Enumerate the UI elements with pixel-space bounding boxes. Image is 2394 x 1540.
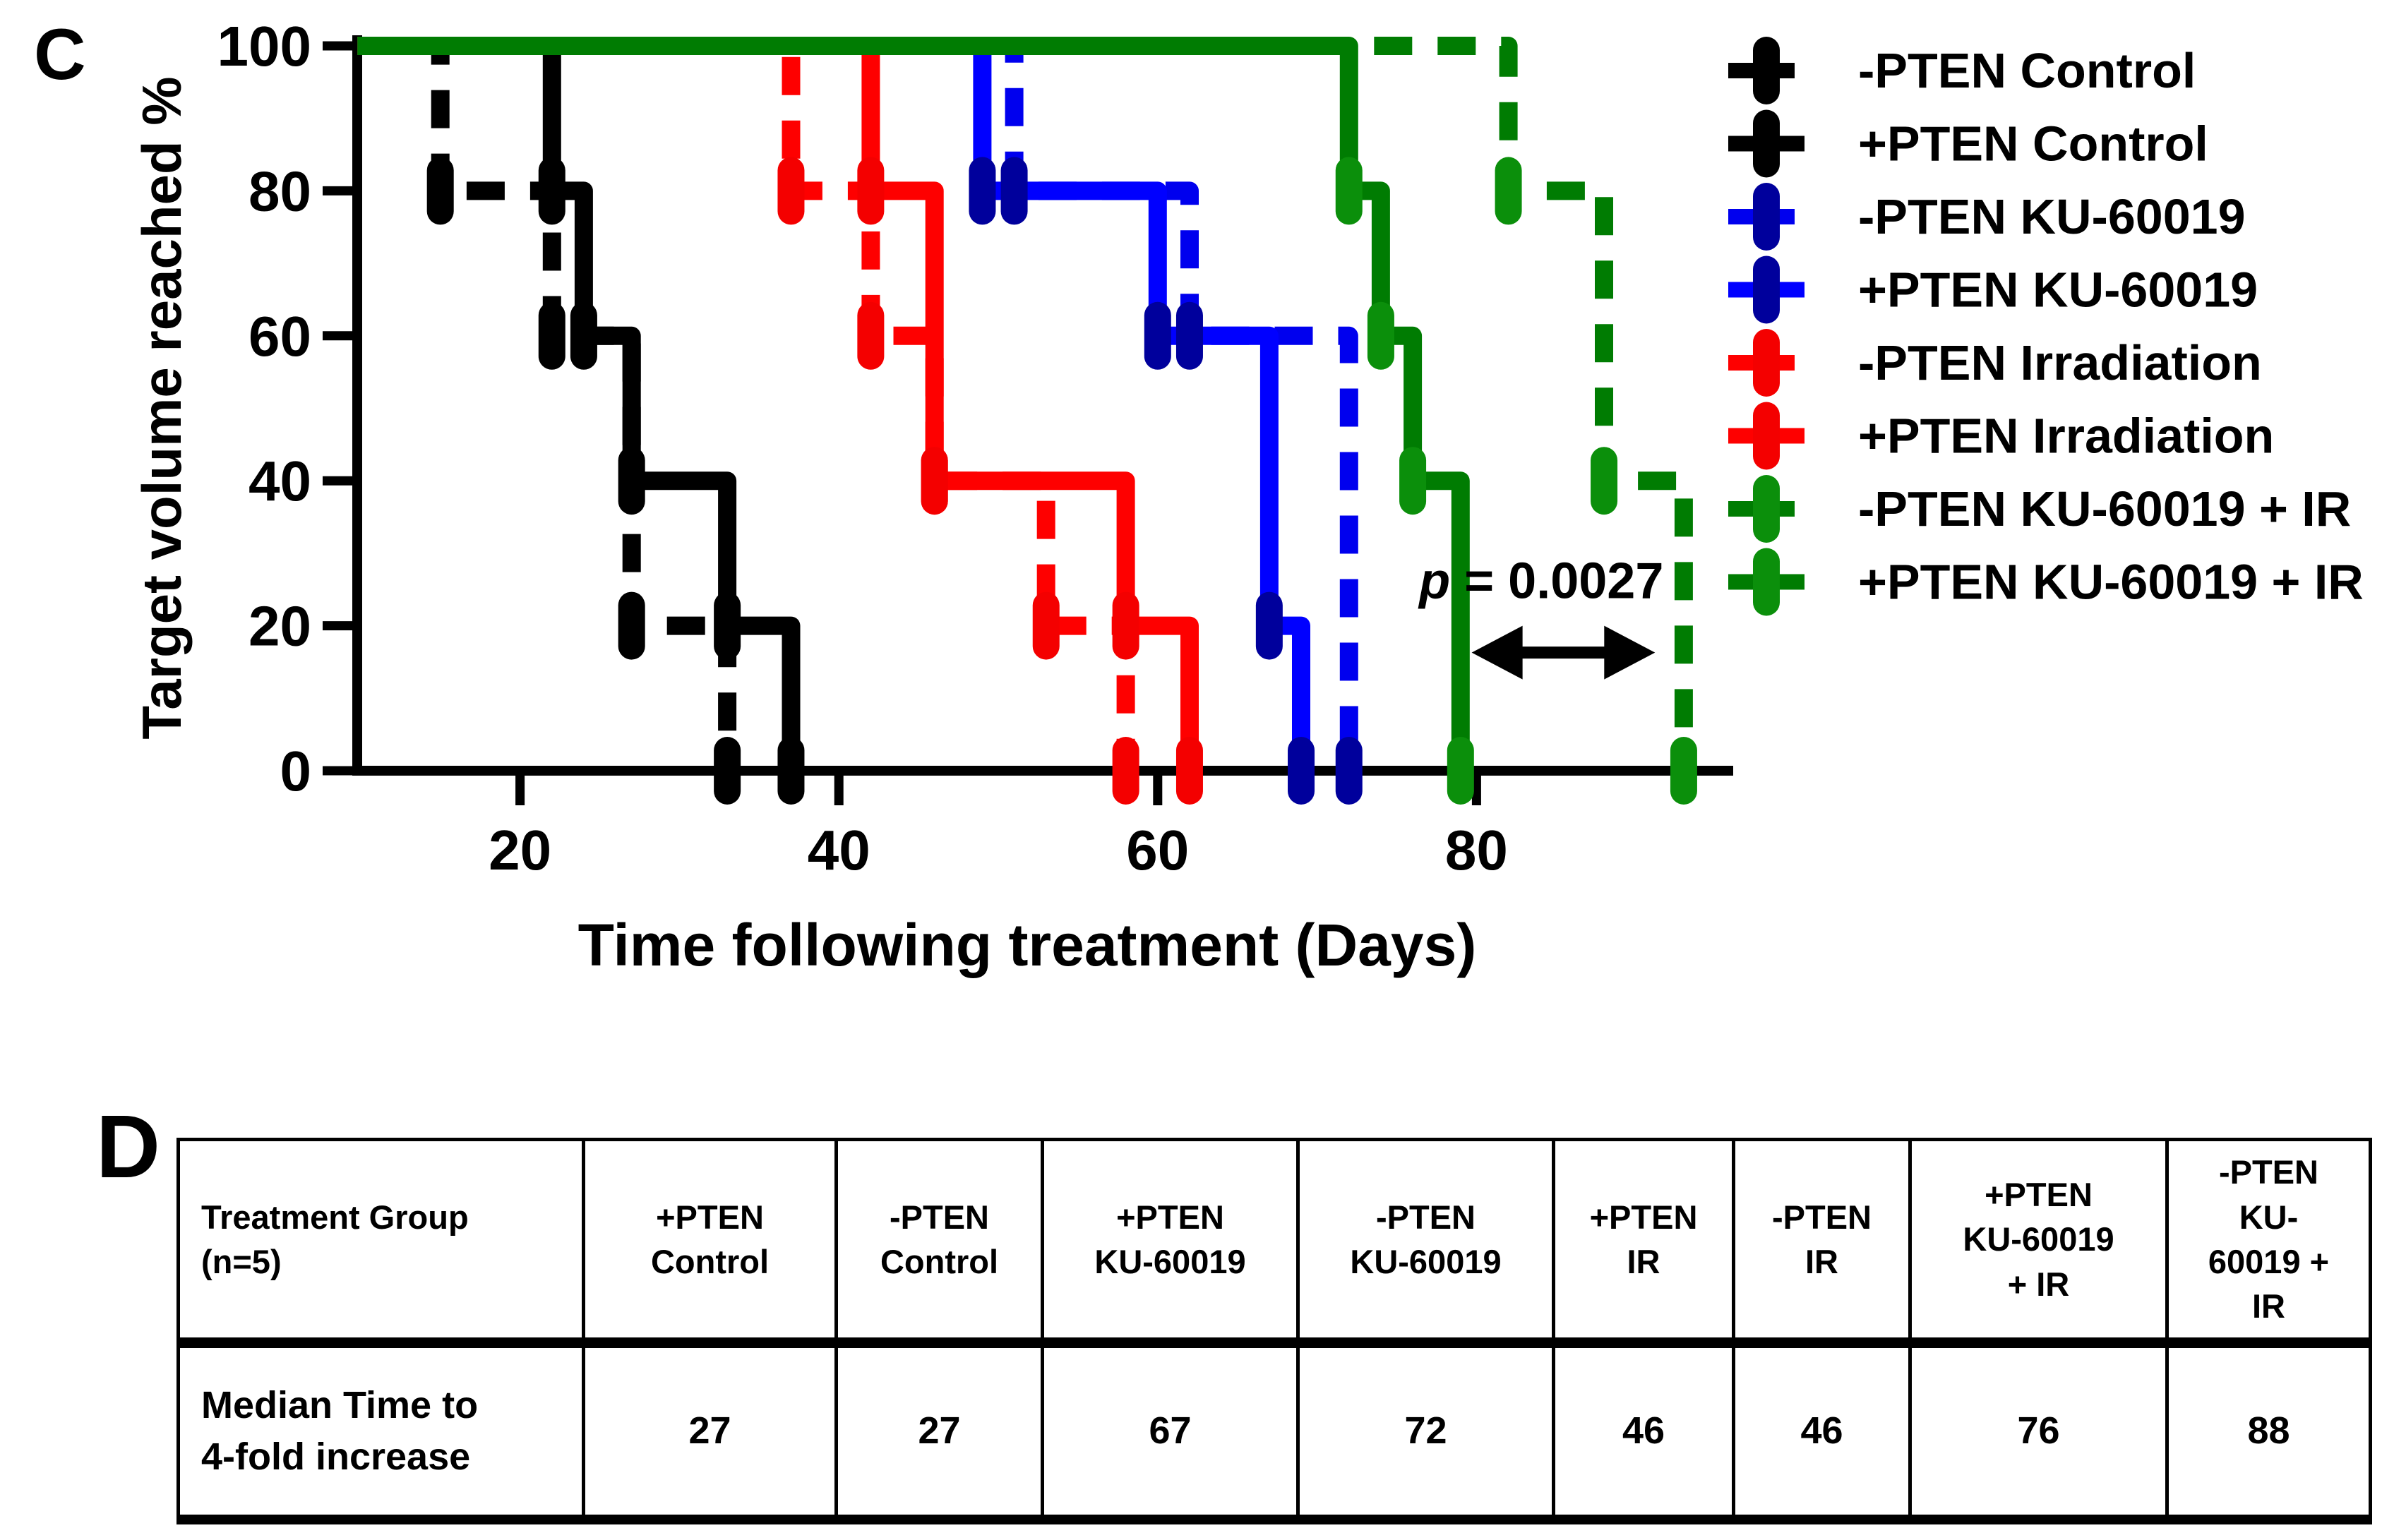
p-value-text: p = 0.0027 [1418,553,1663,610]
table-header-cell: -PTEN KU-60019 [1296,1138,1555,1348]
panel-d-label: D [96,1097,160,1196]
x-tick-label: 60 [1126,819,1189,882]
arrow-head-right-icon [1604,625,1656,680]
table-header-cell: +PTEN Control [582,1138,838,1348]
x-tick-label: 20 [489,819,551,882]
legend-label: +PTEN Control [1858,116,2208,172]
legend-item: -PTEN KU-60019 [1728,183,2246,251]
table-value-cell: 46 [1732,1341,1912,1524]
series-line--pten-ku-60019-+-ir [357,37,1693,771]
table-row-label: Median Time to 4-fold increase [176,1341,585,1524]
table-header-cell: -PTEN KU- 60019 + IR [2165,1138,2372,1348]
y-axis-title: Target volume reached % [131,76,193,739]
table-header-group: Treatment Group (n=5) [176,1138,585,1348]
series-line-+pten-control [357,37,801,771]
series-line-+pten-ku-60019 [357,37,1310,771]
table-header-cell: +PTEN KU-60019 [1041,1138,1300,1348]
median-time-table: Treatment Group (n=5) +PTEN Control -PTEN Con… [176,1138,2372,1524]
legend-item: +PTEN Control [1728,109,2208,178]
legend-label: +PTEN KU-60019 + IR [1858,555,2364,610]
y-tick-label: 20 [249,595,311,658]
legend-item: -PTEN Irradiation [1728,329,2262,397]
legend-label: -PTEN KU-60019 [1858,189,2246,244]
legend-item: +PTEN Irradiation [1728,402,2274,470]
table-value-cell: 72 [1296,1341,1555,1524]
table-header-cell: +PTEN KU-60019 + IR [1908,1138,2169,1348]
legend-label: +PTEN Irradiation [1858,409,2274,464]
y-tick-label: 80 [249,160,311,222]
legend-item: -PTEN KU-60019 + IR [1728,475,2351,543]
table-header-cell: +PTEN IR [1552,1138,1735,1348]
table-value-cell: 46 [1552,1341,1735,1524]
table-value-cell: 67 [1041,1341,1300,1524]
x-tick-label: 40 [808,819,870,882]
series-line--pten-control [357,37,737,771]
legend-label: -PTEN KU-60019 + IR [1858,481,2351,536]
panel-c-label: C [34,14,86,95]
legend-label: -PTEN Irradiation [1858,335,2262,390]
table-value-cell: 76 [1908,1341,2169,1524]
series-line--pten-ku-60019 [357,37,1358,771]
series-line--pten-irradiation [357,37,1135,771]
y-tick-label: 40 [249,450,311,512]
table-header-cell: -PTEN Control [834,1138,1044,1348]
survival-chart: 0 20 40 60 80 100 20 40 60 80 Target volume reache… [131,15,2364,978]
y-tick-label: 100 [217,15,311,78]
x-tick-label: 80 [1445,819,1508,882]
legend-item: +PTEN KU-60019 [1728,255,2258,324]
table-value-cell: 88 [2165,1341,2372,1524]
arrow-head-left-icon [1471,625,1523,680]
median-table-wrap: Treatment Group (n=5) +PTEN Control -PTEN Con… [176,1138,2372,1524]
legend: -PTEN Control +PTEN Control -PTEN KU-60019… [1728,37,2364,616]
y-tick-label: 60 [249,305,311,368]
legend-label: -PTEN Control [1858,43,2196,98]
y-tick-label: 0 [280,740,312,802]
table-value-cell: 27 [834,1341,1044,1524]
x-axis-title: Time following treatment (Days) [578,912,1477,978]
legend-item: -PTEN Control [1728,37,2196,104]
legend-item: +PTEN KU-60019 + IR [1728,548,2364,616]
table-header-cell: -PTEN IR [1732,1138,1912,1348]
series-line-+pten-irradiation [357,37,1199,771]
table-value-cell: 27 [582,1341,838,1524]
legend-label: +PTEN KU-60019 [1858,263,2258,318]
